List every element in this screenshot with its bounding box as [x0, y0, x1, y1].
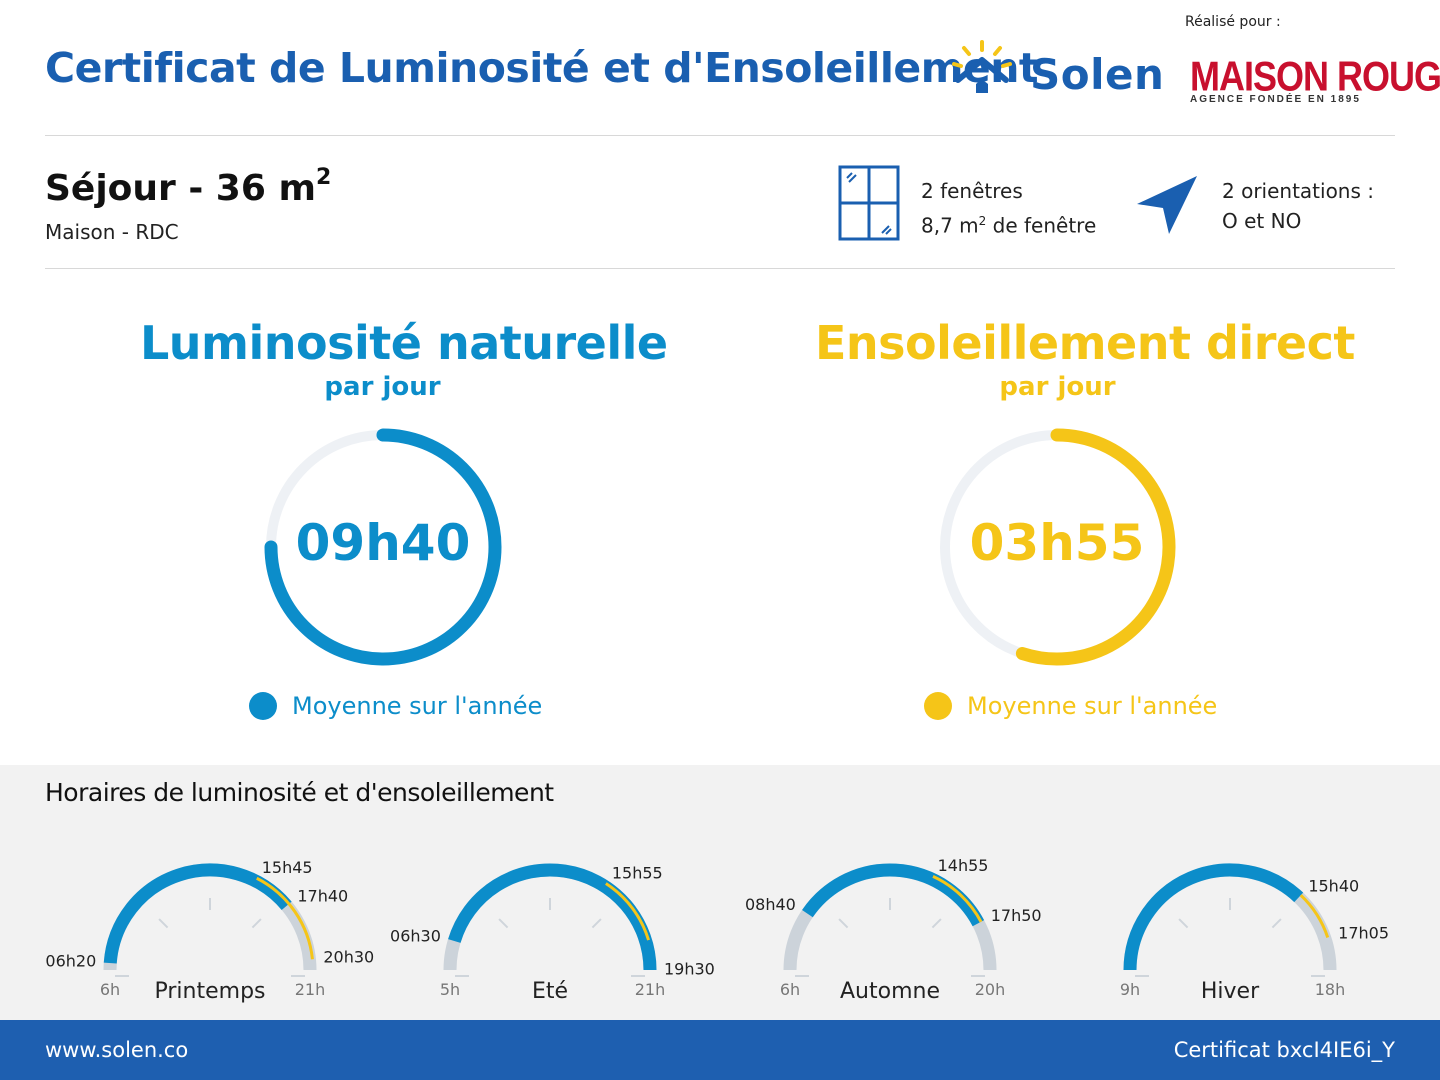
season-sun-arc [1299, 894, 1330, 938]
luminosite-gauge-arc [264, 428, 502, 666]
season-lum-start-label: 06h30 [390, 926, 441, 945]
ensoleillement-subtitle: par jour [999, 372, 1116, 402]
schedule-section [0, 765, 1440, 1020]
room-subtitle: Maison - RDC [45, 220, 179, 244]
luminosite-gauge [264, 428, 502, 666]
season-end-hour: 21h [295, 980, 326, 999]
orientations-values: O et NO [1222, 209, 1302, 233]
luminosite-value: 09h40 [295, 514, 471, 572]
orientation-arrow-icon [1137, 176, 1197, 234]
legend-label: Moyenne sur l'année [967, 692, 1218, 720]
brand-name: Solen [1030, 50, 1165, 99]
solen-logo-icon [952, 40, 1012, 93]
season-sun-end-label: 20h30 [323, 948, 374, 967]
season-sun-start-label: 14h55 [938, 856, 989, 875]
season-lum-arc [448, 863, 657, 971]
season-sun-start-label: 15h45 [262, 858, 313, 877]
season-lum-start-label: 08h40 [745, 895, 796, 914]
partner-logo: MAISON ROUGE AGENCE FONDÉE EN 1895 [1190, 52, 1440, 105]
season-sun-end-label: 17h05 [1338, 924, 1389, 943]
season-sun-start-label: 15h55 [612, 864, 663, 883]
season-sun-arc [256, 876, 314, 960]
window-icon [838, 165, 900, 241]
season-lum-end-label: 17h50 [991, 906, 1042, 925]
ensoleillement-gauge-arc [1015, 428, 1176, 666]
luminosite-legend: Moyenne sur l'année [249, 692, 542, 720]
footer-url[interactable]: www.solen.co [45, 1038, 189, 1062]
windows-count: 2 fenêtres [921, 179, 1023, 203]
season-tick [931, 918, 942, 929]
season-gauge-printemps: 06h20 15h45 17h40 20h30 6h 21h Printemps [45, 858, 374, 1004]
season-tick [591, 918, 602, 929]
footer-certificate: Certificat bxcI4IE6i_Y [1173, 1038, 1395, 1062]
windows-area: 8,7 m2 de fenêtre [921, 213, 1097, 238]
partner-name: MAISON ROUGE [1190, 52, 1440, 100]
season-name: Printemps [155, 979, 266, 1004]
orientations-info: 2 orientations : O et NO [1222, 176, 1374, 236]
partner-tagline: AGENCE FONDÉE EN 1895 [1190, 94, 1361, 105]
season-tick [1271, 918, 1282, 929]
legend-dot [924, 692, 952, 720]
season-track [1123, 863, 1337, 971]
season-tick [251, 918, 262, 929]
season-end-hour: 21h [635, 980, 666, 999]
season-lum-arc [103, 863, 292, 964]
season-start-hour: 6h [100, 980, 120, 999]
season-tick [1178, 918, 1189, 929]
windows-info: 2 fenêtres 8,7 m2 de fenêtre [921, 176, 1096, 241]
divider [45, 268, 1395, 269]
season-gauge-automne: 08h40 14h55 17h50 6h 20h Automne [745, 856, 1042, 1004]
season-start-hour: 6h [780, 980, 800, 999]
ensoleillement-legend: Moyenne sur l'année [924, 692, 1217, 720]
season-tick [158, 918, 169, 929]
page-title: Certificat de Luminosité et d'Ensoleille… [45, 44, 1039, 92]
orientations-count: 2 orientations : [1222, 179, 1375, 203]
season-gauge-hiver: 15h40 17h05 9h 18h Hiver [1120, 863, 1389, 1004]
season-sun-arc [605, 882, 651, 941]
season-lum-arc [1123, 863, 1304, 971]
season-start-hour: 5h [440, 980, 460, 999]
season-name: Automne [840, 979, 940, 1004]
season-track [783, 863, 997, 971]
season-lum-end-label: 19h30 [664, 960, 715, 979]
ensoleillement-title: Ensoleillement direct [815, 316, 1355, 370]
season-sun-start-label: 15h40 [1308, 877, 1359, 896]
legend-dot [249, 692, 277, 720]
room-title: Séjour - 36 m2 [45, 165, 332, 209]
season-end-hour: 20h [975, 980, 1006, 999]
footer [0, 1020, 1440, 1080]
luminosite-subtitle: par jour [324, 372, 441, 402]
season-gauge-ete: 06h30 15h55 19h30 5h 21h Eté [390, 863, 715, 1004]
legend-label: Moyenne sur l'année [292, 692, 543, 720]
season-name: Eté [532, 979, 568, 1004]
season-lum-end-label: 17h40 [297, 886, 348, 905]
schedule-title: Horaires de luminosité et d'ensoleilleme… [45, 778, 554, 807]
luminosite-title: Luminosité naturelle [140, 316, 668, 370]
ensoleillement-value: 03h55 [969, 514, 1145, 572]
season-tick [498, 918, 509, 929]
season-lum-arc [802, 863, 985, 927]
season-start-hour: 9h [1120, 980, 1140, 999]
season-name: Hiver [1201, 979, 1260, 1004]
ensoleillement-gauge [940, 428, 1176, 666]
realise-pour-label: Réalisé pour : [1185, 14, 1281, 30]
season-track [103, 863, 317, 971]
season-end-hour: 18h [1315, 980, 1346, 999]
season-lum-start-label: 06h20 [45, 952, 96, 971]
season-sun-arc [932, 875, 983, 923]
divider [45, 135, 1395, 136]
season-track [443, 863, 657, 971]
season-tick [838, 918, 849, 929]
